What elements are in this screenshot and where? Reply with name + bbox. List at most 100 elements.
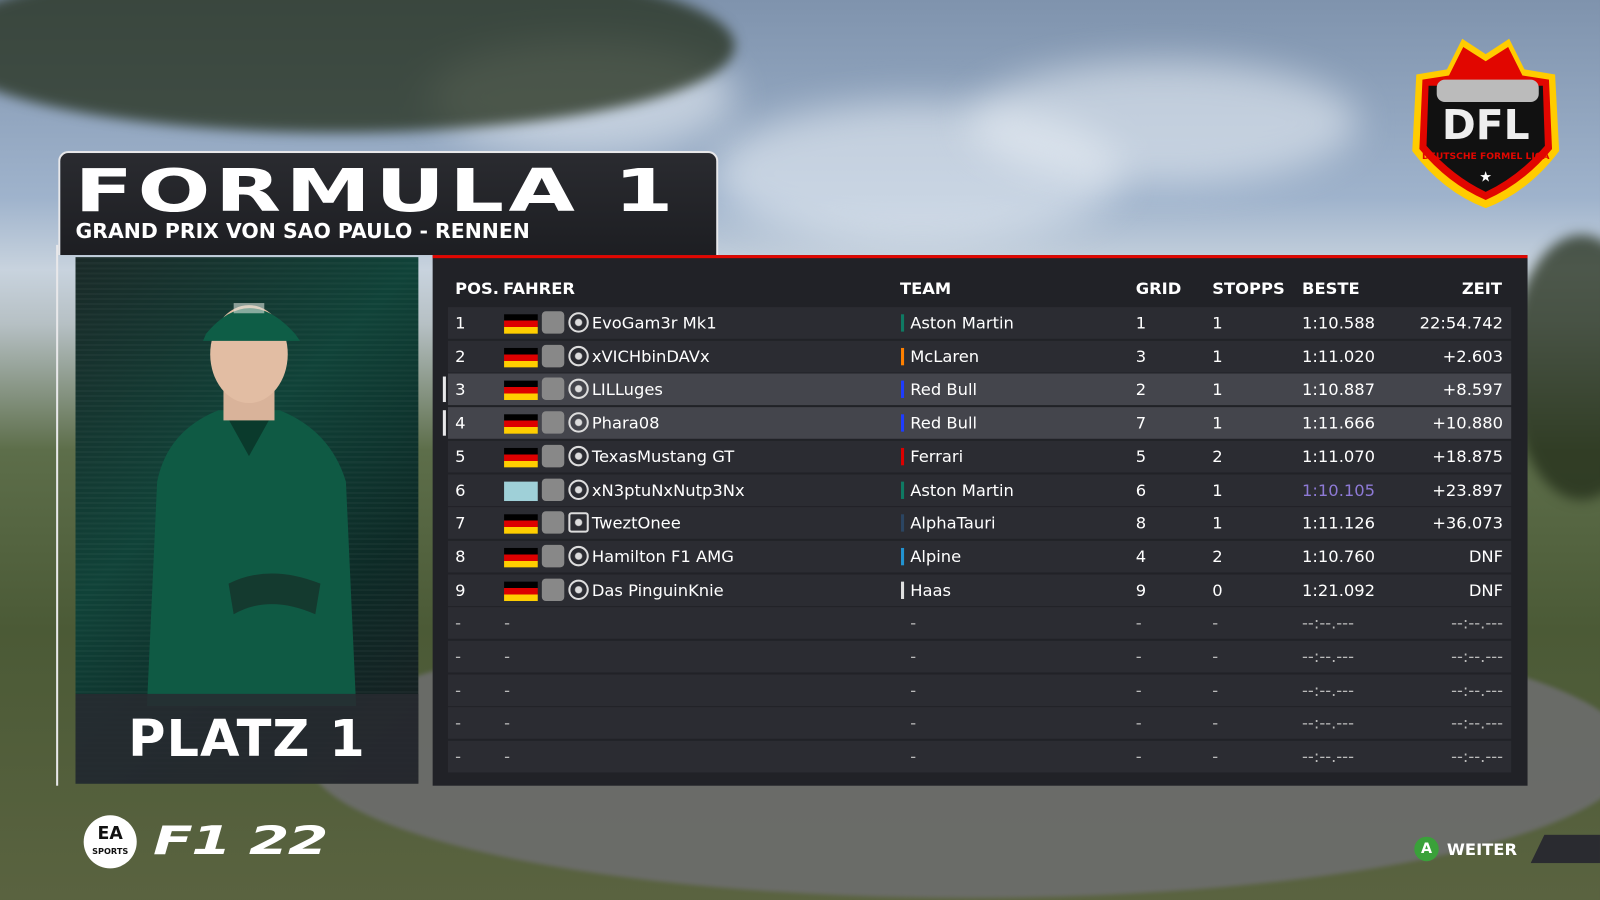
empty-cell: --:--.--- xyxy=(1302,646,1354,667)
cell-pos: 5 xyxy=(455,446,466,467)
germany-flag-icon xyxy=(504,514,538,534)
team-color-bar xyxy=(901,547,905,566)
a-button-icon: A xyxy=(1414,836,1439,862)
empty-cell: - xyxy=(504,713,510,734)
table-row[interactable]: 1 EvoGam3r Mk1 Aston Martin 1 1 1:10.588 22:54… xyxy=(447,307,1512,339)
cell-time: DNF xyxy=(1468,580,1504,600)
driver-portrait xyxy=(146,303,357,707)
cell-grid: 2 xyxy=(1135,379,1147,400)
table-row[interactable]: 3 LILLuges Red Bull 2 1 1:10.887 +8.597 xyxy=(442,373,1512,406)
cell-time: +2.603 xyxy=(1442,346,1504,367)
table-row[interactable]: 8 Hamilton F1 AMG Alpine 4 2 1:10.760 DNF xyxy=(447,540,1512,573)
player-badge-icon xyxy=(541,578,565,601)
empty-cell: --:--.--- xyxy=(1451,713,1504,734)
table-row[interactable]: 5 TexasMustang GT Ferrari 5 2 1:11.070 +18.875 xyxy=(447,440,1512,473)
table-row[interactable]: 7 TweztOnee AlphaTauri 8 1 1:11.126 +36.073 xyxy=(447,507,1512,539)
cell-stops: 1 xyxy=(1212,313,1223,333)
cell-best: 1:10.887 xyxy=(1302,379,1376,400)
cell-driver: Hamilton F1 AMG xyxy=(591,546,734,567)
team-color-bar xyxy=(901,414,905,432)
cell-team: Ferrari xyxy=(910,446,964,467)
team-color-bar xyxy=(901,314,905,332)
cell-stops: 1 xyxy=(1212,379,1223,400)
cell-stops: 0 xyxy=(1212,580,1223,600)
cell-stops: 1 xyxy=(1212,513,1223,533)
svg-text:★: ★ xyxy=(1479,170,1492,186)
empty-cell: --:--.--- xyxy=(1302,747,1354,767)
svg-text:DFL: DFL xyxy=(1442,101,1530,149)
table-row[interactable]: 9 Das PinguinKnie Haas 9 0 1:21.092 DNF xyxy=(447,574,1512,606)
xbox-icon xyxy=(568,445,589,467)
cell-grid: 3 xyxy=(1135,346,1147,367)
empty-cell: - xyxy=(1135,613,1142,633)
empty-cell: --:--.--- xyxy=(1302,613,1354,633)
cell-grid: 1 xyxy=(1135,313,1147,333)
cell-time: +8.597 xyxy=(1442,379,1504,400)
cell-grid: 8 xyxy=(1135,513,1147,533)
cell-team: AlphaTauri xyxy=(910,513,996,533)
f1-22-logo: F1 22 xyxy=(153,818,328,864)
cell-driver: Phara08 xyxy=(591,413,660,433)
xbox-icon xyxy=(568,378,589,400)
germany-flag-icon xyxy=(504,447,538,468)
player-badge-icon xyxy=(541,478,565,501)
cell-stops: 2 xyxy=(1212,446,1223,467)
xbox-icon xyxy=(568,312,589,333)
empty-cell: - xyxy=(504,646,510,667)
continue-button[interactable]: A WEITER xyxy=(1414,835,1517,864)
footer-tab xyxy=(1530,834,1600,864)
cell-pos: 9 xyxy=(455,580,466,600)
table-row[interactable]: 6 xN3ptuNxNutp3Nx Aston Martin 6 1 1:10.105 +2… xyxy=(447,473,1512,506)
empty-cell: --:--.--- xyxy=(1451,646,1504,667)
frame-line xyxy=(56,244,59,786)
selection-marker xyxy=(442,376,446,403)
cell-pos: 7 xyxy=(455,513,466,533)
cell-best: 1:10.105 xyxy=(1302,480,1376,500)
team-color-bar xyxy=(901,381,905,399)
germany-flag-icon xyxy=(504,314,538,334)
empty-cell: - xyxy=(1212,713,1219,734)
cell-driver: xN3ptuNxNutp3Nx xyxy=(591,480,745,500)
player-badge-icon xyxy=(541,344,565,368)
germany-flag-icon xyxy=(504,347,538,368)
cloud xyxy=(969,61,1358,184)
player-badge-icon xyxy=(541,311,565,334)
germany-flag-icon xyxy=(504,581,538,601)
cell-time: +23.897 xyxy=(1432,480,1504,500)
dfl-league-logo: DFL DEUTSCHE FORMEL LIGA ★ xyxy=(1412,38,1560,209)
cell-stops: 1 xyxy=(1212,346,1223,367)
cell-best: 1:11.666 xyxy=(1302,413,1376,433)
germany-flag-icon xyxy=(504,381,538,401)
pc-icon xyxy=(568,512,589,533)
table-row[interactable]: 2 xVICHbinDAVx McLaren 3 1 1:11.020 +2.603 xyxy=(447,340,1512,373)
empty-row: - - - - - --:--.--- --:--.--- xyxy=(447,607,1512,640)
placement-label: PLATZ 1 xyxy=(75,693,419,784)
winner-card: PLATZ 1 xyxy=(75,257,419,784)
cell-time: 22:54.742 xyxy=(1419,313,1504,333)
cell-driver: LILLuges xyxy=(591,379,663,400)
cell-pos: 6 xyxy=(455,480,466,500)
selection-marker xyxy=(442,410,446,436)
cell-best: 1:11.020 xyxy=(1302,346,1376,367)
empty-row: - - - - - --:--.--- --:--.--- xyxy=(447,707,1512,740)
xbox-icon xyxy=(568,412,589,433)
table-row[interactable]: 4 Phara08 Red Bull 7 1 1:11.666 +10.880 xyxy=(442,407,1512,439)
empty-cell: - xyxy=(1135,713,1142,734)
empty-cell: --:--.--- xyxy=(1451,680,1504,700)
empty-row: - - - - - --:--.--- --:--.--- xyxy=(447,740,1512,773)
cell-driver: TexasMustang GT xyxy=(591,446,735,467)
cell-team: Red Bull xyxy=(910,379,978,400)
col-team: TEAM xyxy=(899,278,952,298)
title-header: FORMULA 1 GRAND PRIX VON SAO PAULO - REN… xyxy=(58,151,719,256)
cell-grid: 4 xyxy=(1135,546,1147,567)
col-pos: POS. xyxy=(455,278,499,298)
cell-best: 1:10.588 xyxy=(1302,313,1376,333)
empty-row: - - - - - --:--.--- --:--.--- xyxy=(447,674,1512,706)
page-title: FORMULA 1 xyxy=(74,156,678,226)
cell-grid: 9 xyxy=(1135,580,1147,600)
empty-cell: - xyxy=(455,646,461,667)
empty-cell: - xyxy=(1135,646,1142,667)
xbox-icon xyxy=(568,479,589,500)
empty-cell: - xyxy=(1135,747,1142,767)
